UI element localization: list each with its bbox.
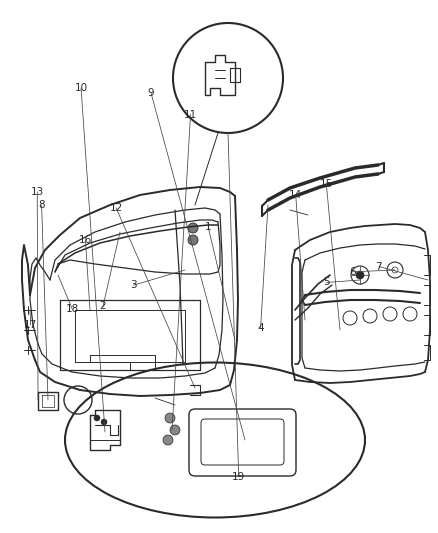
Circle shape: [101, 419, 107, 425]
Circle shape: [356, 271, 364, 279]
Text: 14: 14: [289, 190, 302, 199]
Text: 18: 18: [66, 304, 79, 314]
Text: 7: 7: [375, 262, 382, 271]
Circle shape: [94, 415, 100, 421]
Circle shape: [188, 235, 198, 245]
Circle shape: [188, 223, 198, 233]
Text: 5: 5: [323, 278, 330, 287]
Text: 15: 15: [320, 179, 333, 189]
Text: 2: 2: [99, 302, 106, 311]
Text: 6: 6: [349, 267, 356, 277]
Circle shape: [163, 435, 173, 445]
Text: 8: 8: [38, 200, 45, 210]
Circle shape: [165, 413, 175, 423]
Text: 3: 3: [130, 280, 137, 290]
Text: 9: 9: [148, 88, 155, 98]
Text: 4: 4: [257, 323, 264, 333]
Circle shape: [170, 425, 180, 435]
Text: 19: 19: [232, 472, 245, 482]
Text: 10: 10: [74, 83, 88, 93]
Text: 1: 1: [205, 222, 212, 231]
Text: 16: 16: [79, 235, 92, 245]
Text: 11: 11: [184, 110, 197, 119]
Text: 13: 13: [31, 187, 44, 197]
Text: 12: 12: [110, 203, 123, 213]
Text: 17: 17: [24, 320, 37, 330]
